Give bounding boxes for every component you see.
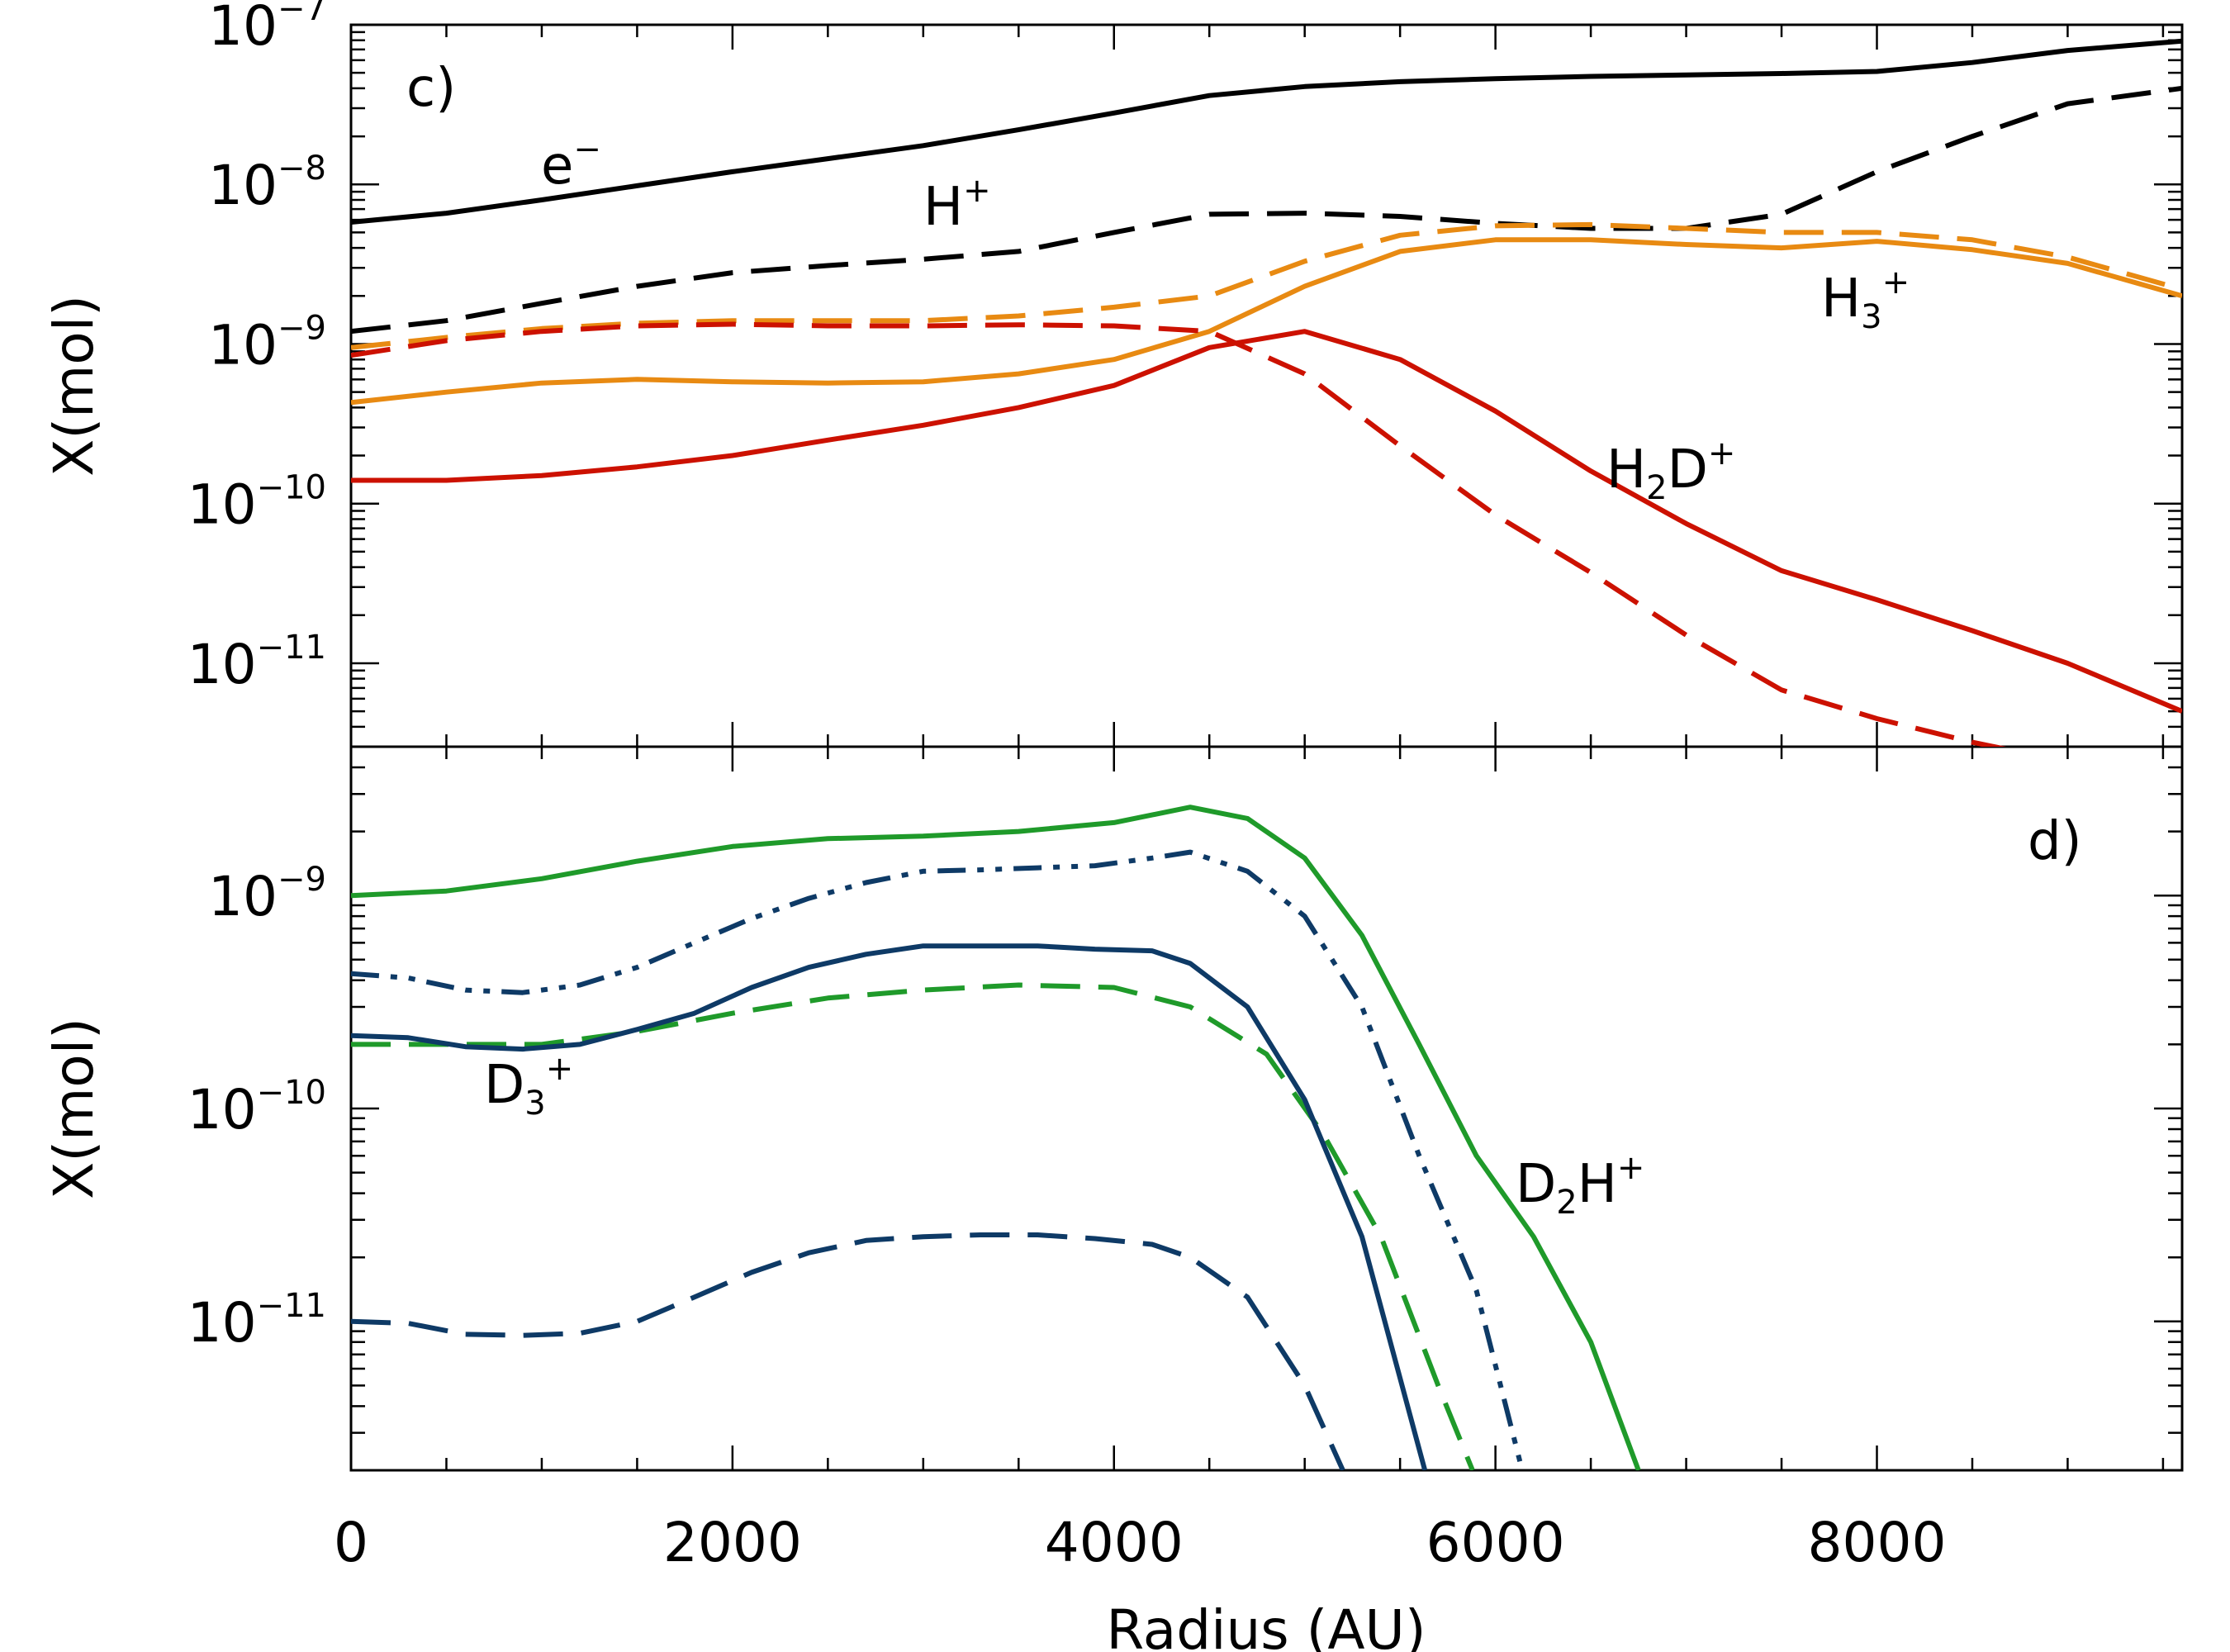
panel-d-y-tick-labels: 10−11 10−10 10−9 bbox=[187, 861, 326, 1355]
label-d2h-plus: D2H+ bbox=[1516, 1149, 1644, 1222]
panel-d-ticks bbox=[351, 745, 2182, 1472]
panel-d-label: d) bbox=[2028, 811, 2082, 872]
label-h2d-plus: H2D+ bbox=[1606, 434, 1735, 507]
y-tick-label: 10−9 bbox=[208, 309, 326, 377]
series-line-c-1 bbox=[351, 85, 2182, 335]
label-electron: e− bbox=[541, 131, 601, 197]
series-line-d-2 bbox=[351, 943, 1428, 1470]
series-line-d-1 bbox=[351, 982, 1475, 1470]
panel-c-series bbox=[351, 38, 2182, 747]
x-tick-label: 2000 bbox=[663, 1511, 802, 1574]
series-line-d-3 bbox=[351, 1232, 1345, 1470]
x-axis-label: Radius (AU) bbox=[1106, 1598, 1426, 1652]
series-line-d-4 bbox=[351, 849, 1525, 1470]
x-tick-label: 0 bbox=[334, 1511, 368, 1574]
x-tick-label: 8000 bbox=[1808, 1511, 1947, 1574]
x-tick-label: 6000 bbox=[1426, 1511, 1565, 1574]
series-line-c-0 bbox=[351, 38, 2182, 225]
y-tick-label: 10−7 bbox=[208, 0, 326, 58]
x-tick-label: 4000 bbox=[1045, 1511, 1184, 1574]
series-line-c-2 bbox=[351, 237, 2182, 406]
y-tick-label: 10−11 bbox=[187, 1287, 326, 1355]
panel-c-y-axis-label: X(mol) bbox=[42, 295, 106, 477]
label-h-plus: H+ bbox=[923, 172, 991, 238]
series-line-c-4 bbox=[351, 329, 2182, 714]
series-line-d-0 bbox=[351, 805, 1641, 1470]
x-tick-labels: 0 2000 4000 6000 8000 bbox=[334, 1511, 1946, 1574]
panel-d-y-axis-label: X(mol) bbox=[42, 1018, 106, 1199]
label-d3-plus: D3+ bbox=[484, 1050, 573, 1123]
series-line-c-3 bbox=[351, 221, 2182, 350]
panel-c-y-tick-labels: 10−11 10−10 10−9 10−8 10−7 bbox=[187, 0, 326, 696]
y-tick-label: 10−10 bbox=[187, 1074, 326, 1142]
label-h3-plus: H3+ bbox=[1821, 263, 1910, 336]
y-tick-label: 10−10 bbox=[187, 469, 326, 537]
panel-d-series bbox=[351, 805, 1641, 1470]
panel-c-frame bbox=[349, 23, 2184, 748]
panel-c-label: c) bbox=[406, 58, 456, 119]
panel-c-ticks bbox=[351, 23, 2182, 748]
panel-d-frame bbox=[349, 745, 2184, 1472]
series-line-c-5 bbox=[351, 321, 2007, 747]
y-tick-label: 10−11 bbox=[187, 629, 326, 696]
y-tick-label: 10−8 bbox=[208, 150, 326, 217]
y-tick-label: 10−9 bbox=[208, 861, 326, 928]
